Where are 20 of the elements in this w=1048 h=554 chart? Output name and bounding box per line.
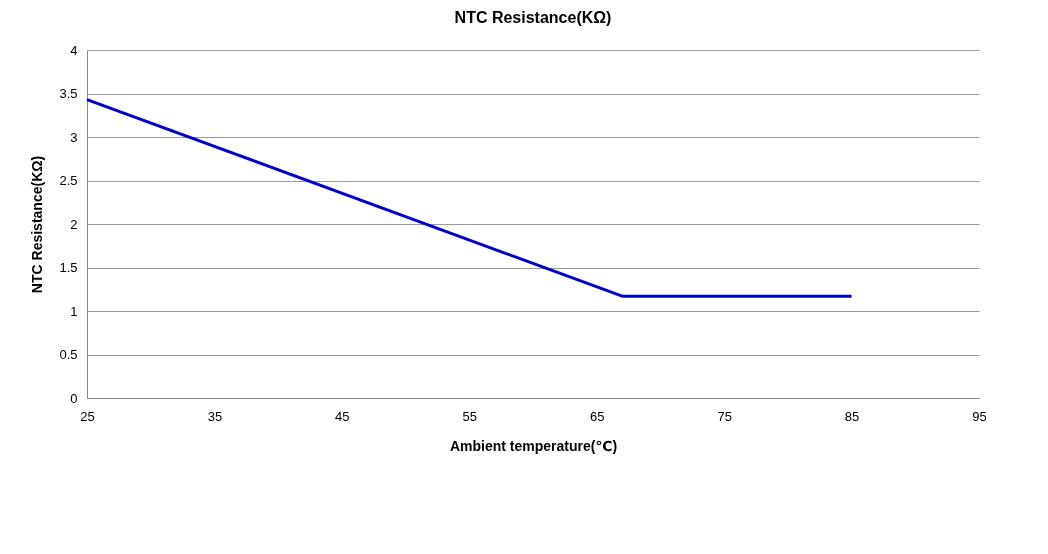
y-tick-label: 1 [70, 303, 78, 319]
x-tick-label: 95 [972, 408, 987, 424]
x-axis-title: Ambient temperature(℃) [449, 437, 618, 454]
y-tick-label: 3 [70, 129, 78, 145]
x-tick-label: 25 [80, 408, 95, 424]
y-tick-label: 0.5 [59, 347, 78, 362]
x-tick-label: 45 [335, 408, 350, 424]
x-tick-label: 55 [462, 408, 478, 424]
chart-title: NTC Resistance(KΩ) [454, 9, 612, 26]
y-tick-label: 3.5 [59, 86, 78, 101]
y-tick-label: 2 [70, 216, 78, 232]
x-tick-label: 35 [207, 408, 223, 424]
y-tick-label: 2.5 [59, 173, 78, 188]
x-tick-label: 65 [589, 408, 605, 424]
y-tick-label: 0 [70, 390, 78, 406]
x-tick-label: 85 [844, 408, 860, 424]
x-tick-label: 75 [717, 408, 732, 424]
y-axis-title: NTC Resistance(KΩ) [29, 155, 46, 294]
y-tick-label: 4 [70, 42, 78, 58]
y-tick-label: 1.5 [59, 260, 78, 275]
